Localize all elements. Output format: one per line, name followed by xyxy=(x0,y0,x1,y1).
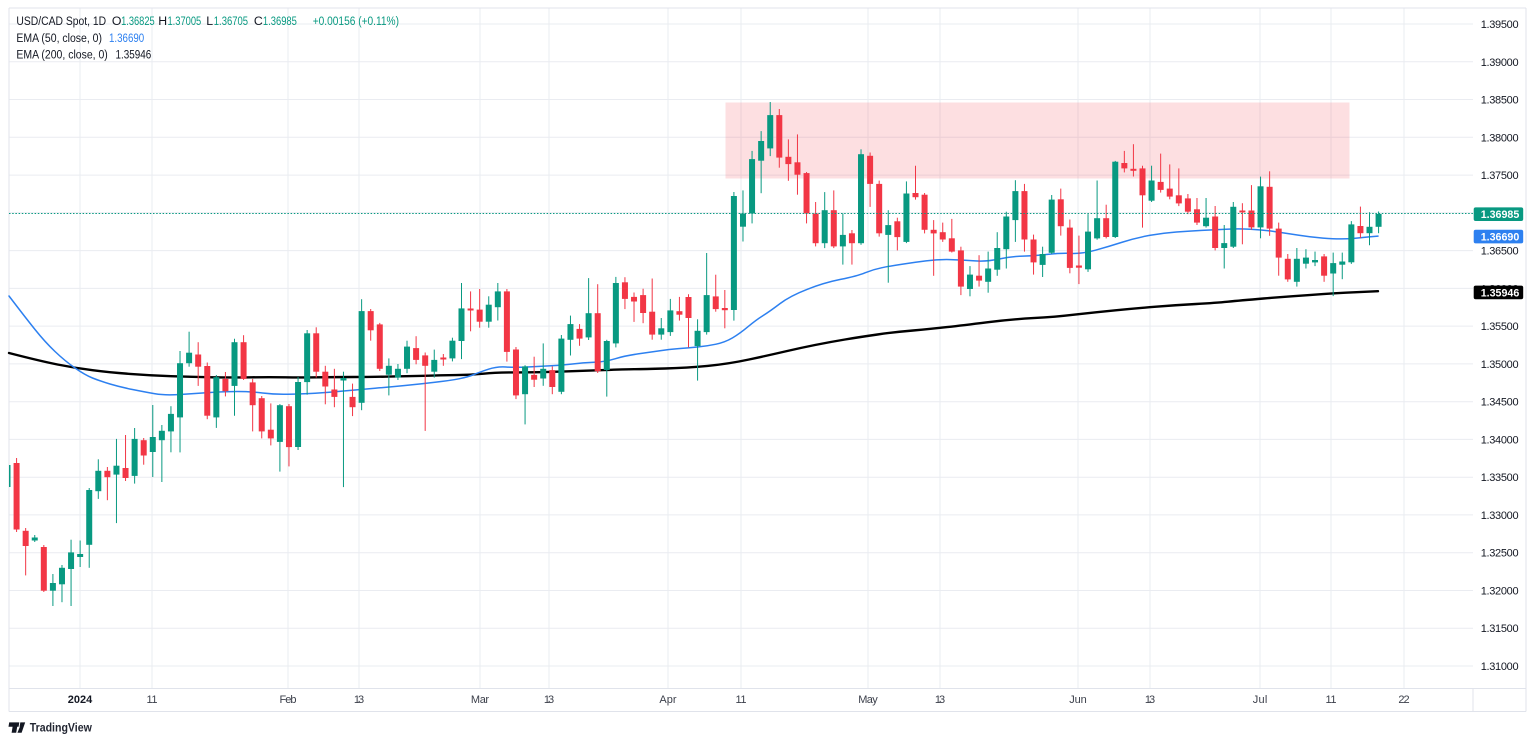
svg-text:1.32000: 1.32000 xyxy=(1481,586,1519,598)
svg-text:1.34500: 1.34500 xyxy=(1481,397,1519,409)
svg-text:1.37500: 1.37500 xyxy=(1481,170,1519,182)
svg-text:TradingView: TradingView xyxy=(30,721,93,735)
svg-text:Mar: Mar xyxy=(471,694,490,706)
svg-text:1.38500: 1.38500 xyxy=(1481,95,1519,107)
svg-text:11: 11 xyxy=(1326,694,1337,706)
svg-text:1.35500: 1.35500 xyxy=(1481,321,1519,333)
svg-text:L: L xyxy=(206,14,213,28)
svg-text:1.33000: 1.33000 xyxy=(1481,510,1519,522)
svg-text:H: H xyxy=(158,14,167,28)
svg-text:1.31000: 1.31000 xyxy=(1481,661,1519,673)
svg-text:+0.00156 (+0.11%): +0.00156 (+0.11%) xyxy=(313,14,399,28)
svg-text:Jul: Jul xyxy=(1253,694,1268,706)
svg-text:22: 22 xyxy=(1398,694,1409,706)
svg-text:EMA (50, close, 0): EMA (50, close, 0) xyxy=(16,31,102,45)
svg-text:O: O xyxy=(112,14,122,28)
svg-text:1.35000: 1.35000 xyxy=(1481,359,1519,371)
svg-text:13: 13 xyxy=(544,694,554,706)
svg-text:13: 13 xyxy=(935,694,945,706)
svg-text:1.39500: 1.39500 xyxy=(1481,19,1519,31)
svg-text:13: 13 xyxy=(354,694,364,706)
svg-text:Jun: Jun xyxy=(1069,694,1087,706)
svg-text:1.36985: 1.36985 xyxy=(1481,209,1520,221)
svg-text:1.36690: 1.36690 xyxy=(109,31,144,45)
svg-text:1.36825: 1.36825 xyxy=(121,14,155,28)
svg-text:May: May xyxy=(858,694,878,706)
svg-text:1.36690: 1.36690 xyxy=(1481,232,1520,244)
svg-text:1.31500: 1.31500 xyxy=(1481,623,1519,635)
svg-text:1.34000: 1.34000 xyxy=(1481,434,1519,446)
svg-text:2024: 2024 xyxy=(68,694,93,706)
svg-text:13: 13 xyxy=(1145,694,1155,706)
svg-text:USD/CAD Spot, 1D: USD/CAD Spot, 1D xyxy=(16,14,106,28)
svg-text:Feb: Feb xyxy=(280,694,297,706)
svg-text:1.35946: 1.35946 xyxy=(1481,287,1520,299)
svg-text:1.38000: 1.38000 xyxy=(1481,132,1519,144)
svg-text:EMA (200, close, 0): EMA (200, close, 0) xyxy=(16,48,107,62)
svg-text:1.32500: 1.32500 xyxy=(1481,548,1519,560)
svg-text:1.33500: 1.33500 xyxy=(1481,472,1519,484)
svg-text:1.36705: 1.36705 xyxy=(214,14,248,28)
svg-text:1.36500: 1.36500 xyxy=(1481,246,1519,258)
svg-text:11: 11 xyxy=(147,694,158,706)
svg-text:1.36985: 1.36985 xyxy=(263,14,297,28)
svg-text:1.35946: 1.35946 xyxy=(116,48,152,62)
svg-text:11: 11 xyxy=(736,694,747,706)
svg-text:1.37005: 1.37005 xyxy=(168,14,202,28)
svg-text:C: C xyxy=(254,14,263,28)
svg-text:1.39000: 1.39000 xyxy=(1481,57,1519,69)
svg-text:Apr: Apr xyxy=(659,694,677,706)
